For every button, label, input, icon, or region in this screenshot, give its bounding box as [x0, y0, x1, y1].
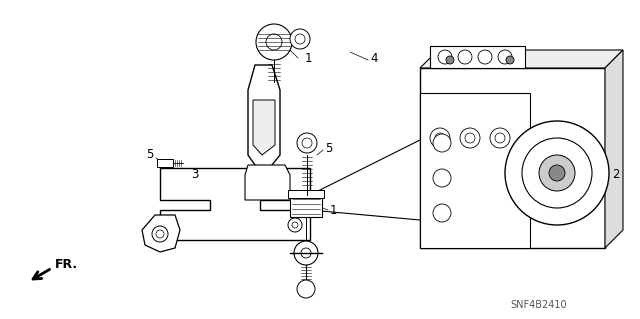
Circle shape — [505, 121, 609, 225]
Circle shape — [294, 241, 318, 265]
Circle shape — [465, 133, 475, 143]
Bar — [288, 190, 324, 198]
Circle shape — [290, 29, 310, 49]
Circle shape — [490, 128, 510, 148]
Circle shape — [430, 128, 450, 148]
Text: SNF4B2410: SNF4B2410 — [510, 300, 566, 310]
Text: B-25-10: B-25-10 — [432, 48, 487, 62]
Polygon shape — [253, 100, 275, 155]
Circle shape — [433, 134, 451, 152]
Circle shape — [256, 24, 292, 60]
Circle shape — [266, 34, 282, 50]
Polygon shape — [142, 215, 180, 252]
Circle shape — [495, 133, 505, 143]
Circle shape — [297, 133, 317, 153]
Circle shape — [302, 138, 312, 148]
Circle shape — [438, 50, 452, 64]
Polygon shape — [160, 168, 310, 240]
Polygon shape — [605, 50, 623, 248]
Circle shape — [156, 230, 164, 238]
Text: 4: 4 — [302, 288, 310, 301]
Bar — [420, 93, 530, 248]
Circle shape — [522, 138, 592, 208]
Text: 5: 5 — [147, 149, 154, 161]
Circle shape — [458, 50, 472, 64]
Text: 2: 2 — [612, 168, 620, 182]
Polygon shape — [248, 65, 280, 170]
Bar — [290, 195, 322, 217]
Polygon shape — [245, 165, 290, 200]
Bar — [430, 46, 525, 68]
Circle shape — [460, 128, 480, 148]
Circle shape — [301, 248, 311, 258]
Circle shape — [539, 155, 575, 191]
Circle shape — [292, 222, 298, 228]
Circle shape — [478, 50, 492, 64]
Circle shape — [446, 56, 454, 64]
Text: 1: 1 — [305, 51, 312, 64]
Text: FR.: FR. — [55, 258, 78, 271]
Circle shape — [297, 280, 315, 298]
Circle shape — [498, 50, 512, 64]
Text: 5: 5 — [325, 142, 332, 154]
Text: 1: 1 — [330, 204, 337, 217]
Circle shape — [506, 56, 514, 64]
Circle shape — [152, 226, 168, 242]
Text: 4: 4 — [370, 51, 378, 64]
Circle shape — [295, 34, 305, 44]
Bar — [420, 68, 605, 248]
Circle shape — [549, 165, 565, 181]
Circle shape — [435, 133, 445, 143]
Circle shape — [433, 204, 451, 222]
Polygon shape — [420, 50, 623, 68]
Circle shape — [433, 169, 451, 187]
Bar — [157, 159, 173, 167]
Text: 3: 3 — [191, 168, 198, 182]
Circle shape — [288, 218, 302, 232]
